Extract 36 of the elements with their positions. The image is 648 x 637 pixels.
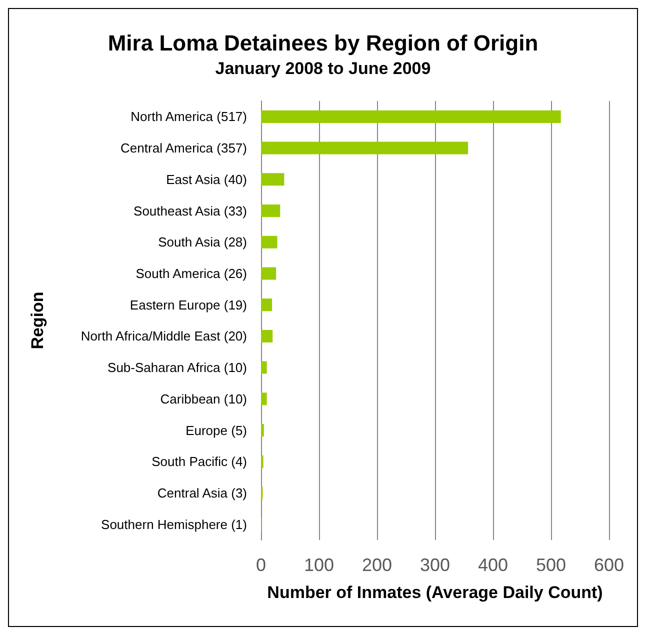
x-tick-label: 200 [362,555,392,575]
y-tick-label: Central America (357) [120,140,247,156]
x-tick-label: 300 [420,555,450,575]
bar [261,392,267,406]
x-tick-label: 600 [594,555,624,575]
bar [261,110,561,123]
chart-title: Mira Loma Detainees by Region of Origin [108,30,538,56]
x-axis-title: Number of Inmates (Average Daily Count) [267,583,603,602]
bar [261,361,267,374]
y-tick-label: South Asia (28) [158,234,247,250]
y-tick-label: East Asia (40) [166,172,247,187]
y-tick-label: Southern Hemisphere (1) [101,516,247,532]
bar [261,424,264,437]
y-tick-label: Sub-Saharan Africa (10) [108,360,247,376]
bar [261,236,278,248]
y-axis-title: Region [28,292,47,350]
x-tick-label: 500 [536,555,566,575]
y-tick-label: Central Asia (3) [157,485,247,500]
y-tick-label: North Africa/Middle East (20) [80,328,247,344]
y-tick-label: North America (517) [130,109,247,124]
x-tick-label: 0 [256,555,266,575]
y-tick-label: South Pacific (4) [152,454,247,470]
y-tick-label: Eastern Europe (19) [130,297,247,312]
bar [261,330,273,342]
bar [261,267,276,280]
y-tick-label: Europe (5) [186,422,247,438]
bar [261,298,272,312]
y-tick-label: Southeast Asia (33) [134,203,247,218]
bar [261,204,280,218]
bar [261,142,468,154]
bar [261,173,284,186]
x-tick-label: 400 [478,555,508,575]
x-tick-label: 100 [304,555,334,575]
y-tick-label: South America (26) [136,266,247,281]
y-tick-label: Caribbean (10) [160,391,247,406]
chart-subtitle: January 2008 to June 2009 [215,59,431,78]
